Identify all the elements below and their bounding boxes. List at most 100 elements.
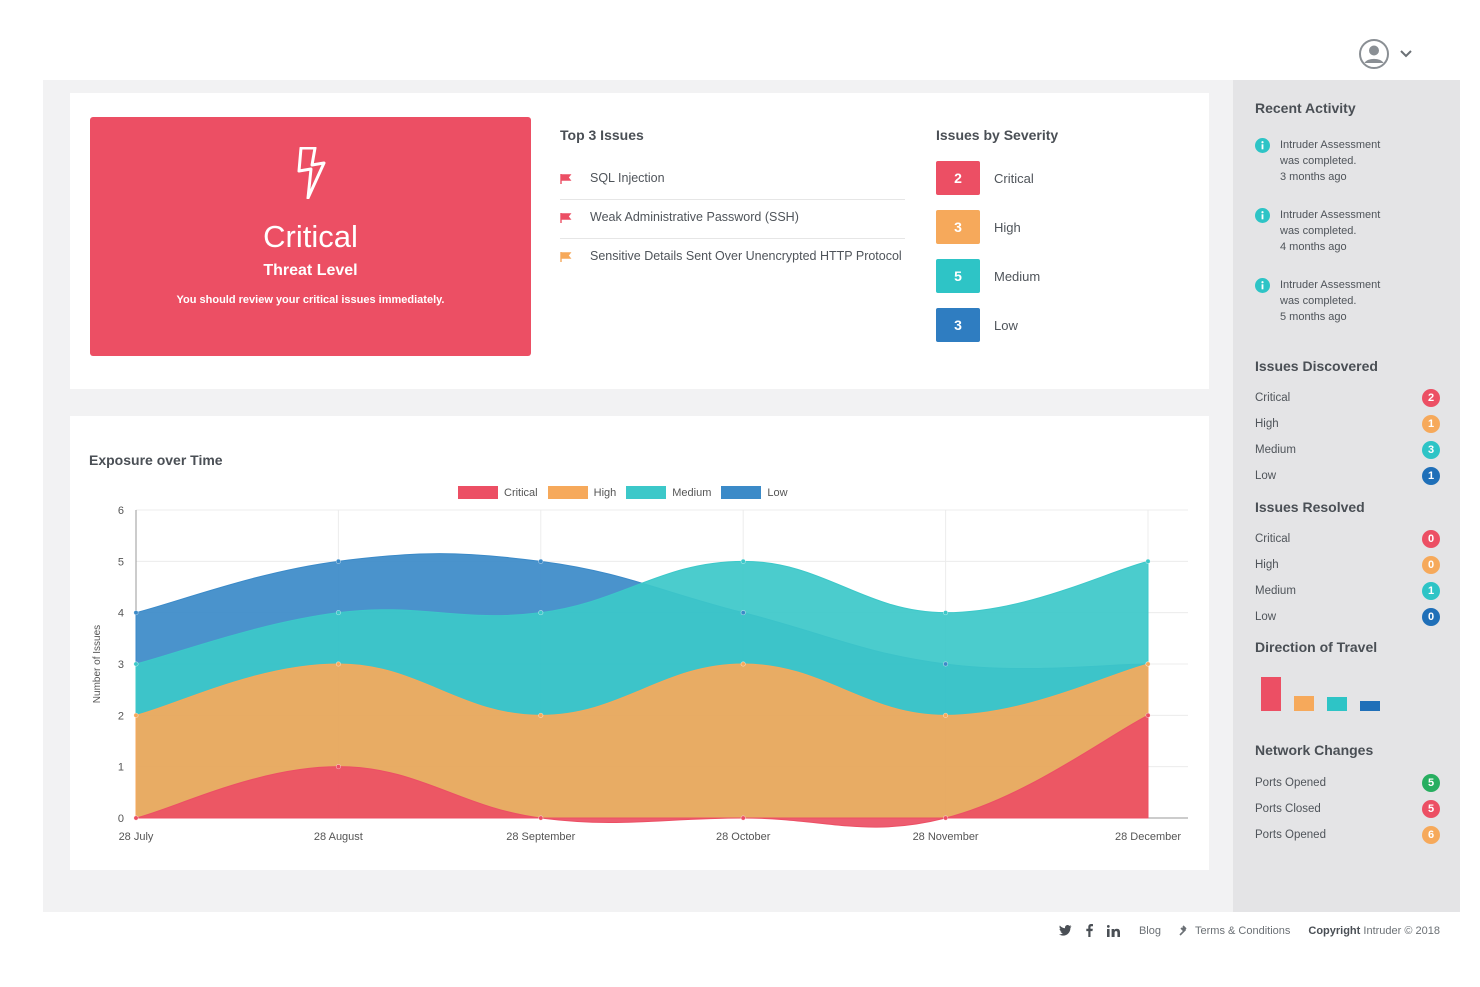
stat-count-badge: 0 bbox=[1422, 556, 1440, 574]
stat-label: Low bbox=[1255, 470, 1277, 482]
data-point-low bbox=[740, 610, 746, 616]
user-menu[interactable] bbox=[1358, 38, 1412, 70]
severity-row[interactable]: 2 Critical bbox=[936, 161, 1156, 195]
issue-text: Weak Administrative Password (SSH) bbox=[590, 210, 799, 224]
activity-time: 5 months ago bbox=[1280, 311, 1347, 323]
resolved-row[interactable]: Low 0 bbox=[1255, 608, 1440, 626]
severity-title: Issues by Severity bbox=[936, 127, 1059, 143]
data-point-medium bbox=[133, 661, 139, 667]
data-point-low bbox=[538, 558, 544, 564]
blog-link[interactable]: Blog bbox=[1138, 924, 1161, 937]
issue-item[interactable]: Sensitive Details Sent Over Unencrypted … bbox=[560, 239, 905, 277]
y-tick-label: 1 bbox=[118, 762, 124, 774]
activity-line1: Intruder Assessment bbox=[1280, 139, 1381, 151]
resolved-row[interactable]: High 0 bbox=[1255, 556, 1440, 574]
recent-activity-title: Recent Activity bbox=[1255, 100, 1356, 116]
y-tick-label: 2 bbox=[118, 710, 124, 722]
resolved-row[interactable]: Medium 1 bbox=[1255, 582, 1440, 600]
activity-line2: was completed. bbox=[1280, 225, 1357, 237]
footer: Blog Terms & Conditions Copyright Intrud… bbox=[0, 912, 1480, 987]
legend-swatch bbox=[547, 486, 588, 499]
network-row[interactable]: Ports Closed 5 bbox=[1255, 800, 1440, 818]
severity-row[interactable]: 3 Low bbox=[936, 308, 1156, 342]
lightning-bolt-icon bbox=[297, 147, 326, 199]
stat-count-badge: 3 bbox=[1422, 441, 1440, 459]
exposure-chart-card: Exposure over Time Critical High Medium Low… bbox=[70, 416, 1209, 870]
discovered-row[interactable]: Low 1 bbox=[1255, 467, 1440, 485]
user-avatar-icon bbox=[1359, 39, 1389, 69]
stat-count-badge: 5 bbox=[1422, 800, 1440, 818]
stat-label: Low bbox=[1255, 611, 1277, 623]
copyright-text: Intruder © 2018 bbox=[1363, 924, 1440, 937]
data-point-critical bbox=[1145, 712, 1151, 718]
legend-label: Medium bbox=[672, 486, 712, 499]
issue-item[interactable]: SQL Injection bbox=[560, 161, 905, 200]
severity-count: 3 bbox=[936, 210, 980, 244]
stat-label: Ports Opened bbox=[1255, 777, 1326, 789]
x-tick-label: 28 December bbox=[1115, 831, 1181, 843]
threat-level-panel: Critical Threat Level You should review … bbox=[90, 117, 531, 356]
copyright: Copyright Intruder © 2018 bbox=[1308, 925, 1440, 937]
stat-label: Ports Closed bbox=[1255, 803, 1321, 815]
stat-label: Critical bbox=[1255, 533, 1291, 545]
severity-row[interactable]: 3 High bbox=[936, 210, 1156, 244]
discovered-row[interactable]: High 1 bbox=[1255, 415, 1440, 433]
severity-label: Critical bbox=[994, 170, 1034, 186]
issues-discovered-title: Issues Discovered bbox=[1255, 358, 1378, 374]
severity-count: 5 bbox=[936, 259, 980, 293]
flag-icon bbox=[560, 247, 574, 267]
top-issues-list: SQL Injection Weak Administrative Passwor… bbox=[560, 161, 905, 277]
terms-link[interactable]: Terms & Conditions bbox=[1179, 925, 1290, 937]
activity-line1: Intruder Assessment bbox=[1280, 209, 1381, 221]
info-icon bbox=[1255, 277, 1270, 325]
issue-item[interactable]: Weak Administrative Password (SSH) bbox=[560, 200, 905, 239]
y-tick-label: 0 bbox=[118, 813, 124, 825]
facebook-icon[interactable] bbox=[1086, 924, 1093, 937]
data-point-high bbox=[943, 712, 949, 718]
twitter-icon[interactable] bbox=[1058, 925, 1072, 936]
stat-label: Critical bbox=[1255, 392, 1291, 404]
severity-row[interactable]: 5 Medium bbox=[936, 259, 1156, 293]
stat-count-badge: 0 bbox=[1422, 530, 1440, 548]
resolved-row[interactable]: Critical 0 bbox=[1255, 530, 1440, 548]
network-row[interactable]: Ports Opened 6 bbox=[1255, 826, 1440, 844]
stat-label: High bbox=[1255, 418, 1279, 430]
activity-item[interactable]: Intruder Assessment was completed. 4 month… bbox=[1255, 207, 1380, 255]
legend-item[interactable]: Critical bbox=[458, 486, 538, 499]
y-tick-label: 3 bbox=[118, 659, 124, 671]
activity-text: Intruder Assessment was completed. 3 month… bbox=[1280, 137, 1380, 185]
activity-item[interactable]: Intruder Assessment was completed. 5 month… bbox=[1255, 277, 1380, 325]
stat-count-badge: 6 bbox=[1422, 826, 1440, 844]
x-tick-label: 28 September bbox=[506, 831, 575, 843]
x-tick-label: 28 October bbox=[716, 831, 771, 843]
legend-item[interactable]: High bbox=[547, 486, 616, 499]
severity-label: Low bbox=[994, 317, 1018, 333]
travel-bar-critical bbox=[1261, 677, 1281, 711]
stat-label: Ports Opened bbox=[1255, 829, 1326, 841]
data-point-medium bbox=[538, 610, 544, 616]
data-point-critical bbox=[740, 815, 746, 821]
stat-count-badge: 1 bbox=[1422, 582, 1440, 600]
severity-count: 2 bbox=[936, 161, 980, 195]
linkedin-icon[interactable] bbox=[1106, 924, 1121, 937]
info-icon bbox=[1255, 207, 1270, 255]
discovered-row[interactable]: Medium 3 bbox=[1255, 441, 1440, 459]
issue-text: Sensitive Details Sent Over Unencrypted … bbox=[590, 249, 902, 263]
stat-count-badge: 2 bbox=[1422, 389, 1440, 407]
network-row[interactable]: Ports Opened 5 bbox=[1255, 774, 1440, 792]
data-point-critical bbox=[943, 815, 949, 821]
data-point-medium bbox=[1145, 558, 1151, 564]
discovered-row[interactable]: Critical 2 bbox=[1255, 389, 1440, 407]
severity-count: 3 bbox=[936, 308, 980, 342]
activity-time: 4 months ago bbox=[1280, 241, 1347, 253]
dashboard-main: Critical Threat Level You should review … bbox=[43, 80, 1460, 912]
legend-swatch bbox=[721, 486, 762, 499]
data-point-critical bbox=[538, 815, 544, 821]
activity-line2: was completed. bbox=[1280, 155, 1357, 167]
chart-legend: Critical High Medium Low bbox=[458, 486, 788, 499]
legend-item[interactable]: Low bbox=[721, 486, 788, 499]
activity-item[interactable]: Intruder Assessment was completed. 3 month… bbox=[1255, 137, 1380, 185]
legend-item[interactable]: Medium bbox=[626, 486, 711, 499]
data-point-high bbox=[740, 661, 746, 667]
data-point-low bbox=[335, 558, 341, 564]
